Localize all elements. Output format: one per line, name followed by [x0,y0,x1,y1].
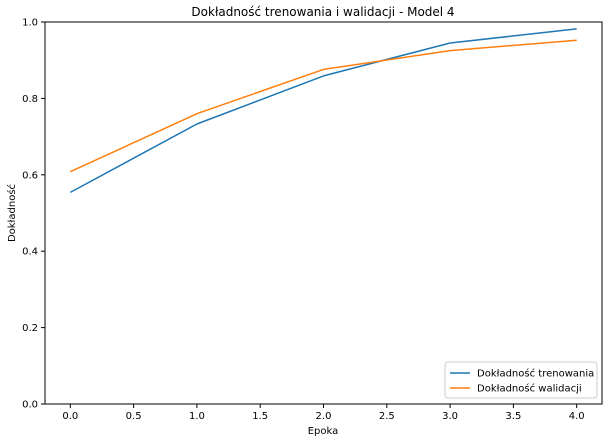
x-tick-label: 4.0 [569,411,585,422]
y-axis: 0.0 0.2 0.4 0.6 0.8 1.0 [22,18,45,411]
x-tick-label: 2.0 [316,411,332,422]
y-tick-label: 0.6 [22,170,38,181]
x-tick-label: 0.0 [62,411,78,422]
x-axis-label: Epoka [308,426,339,437]
y-axis-label: Dokładność [6,184,18,242]
series-line-2 [69,39,577,173]
y-tick-label: 0.4 [22,247,38,258]
y-tick-label: 0.0 [22,400,38,411]
x-tick-label: 3.5 [505,411,521,422]
legend-box [444,361,598,399]
series-layer [69,28,577,194]
legend: Dokładność trenowania Dokładność walidacj… [444,361,598,399]
y-tick-label: 0.2 [22,323,38,334]
x-tick-label: 3.0 [442,411,458,422]
legend-label-1: Dokładność trenowania [477,368,594,380]
chart-title: Dokładność trenowania i walidacji - Mode… [191,5,454,19]
x-tick-label: 1.5 [252,411,268,422]
series-line-1 [69,28,577,194]
y-tick-label: 1.0 [22,18,38,29]
x-axis: 0.0 0.5 1.0 1.5 2.0 2.5 3.0 3.5 4.0 [62,404,585,422]
x-tick-label: 2.5 [379,411,395,422]
x-tick-label: 1.0 [189,411,205,422]
x-tick-label: 0.5 [126,411,142,422]
legend-label-2: Dokładność walidacji [477,383,582,395]
y-tick-label: 0.8 [22,94,38,105]
